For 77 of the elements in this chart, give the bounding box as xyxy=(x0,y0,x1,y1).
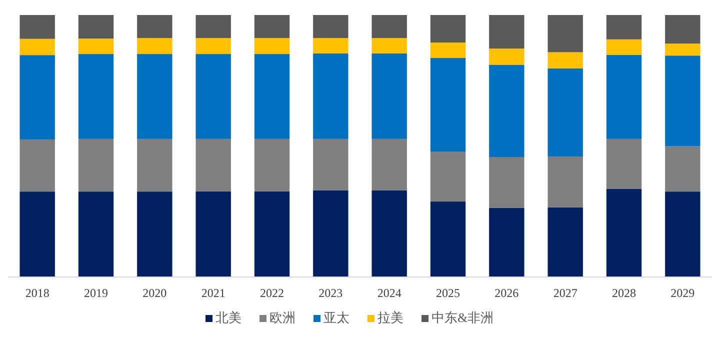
bar xyxy=(313,138,348,190)
bar xyxy=(20,38,55,56)
bar xyxy=(313,15,348,38)
legend-label: 北美 xyxy=(216,310,242,325)
bar xyxy=(548,52,583,68)
bar xyxy=(430,58,466,152)
bar xyxy=(137,38,172,54)
bar xyxy=(20,139,55,192)
legend-label: 中东&非洲 xyxy=(432,310,494,325)
x-tick-label: 2026 xyxy=(494,286,519,300)
bar xyxy=(78,54,114,139)
x-tick-label: 2024 xyxy=(377,286,402,300)
bar xyxy=(430,42,466,58)
bar xyxy=(372,38,407,54)
bar xyxy=(372,15,407,38)
bar xyxy=(548,68,583,156)
bar xyxy=(254,191,290,277)
x-tick-label: 2020 xyxy=(142,286,167,300)
legend-label: 欧洲 xyxy=(270,310,296,325)
bar xyxy=(489,64,524,158)
bar xyxy=(372,190,407,277)
x-tick-label: 2027 xyxy=(553,286,578,300)
x-tick-label: 2021 xyxy=(201,286,226,300)
x-tick-label: 2018 xyxy=(25,286,50,300)
bar xyxy=(489,15,524,49)
bar xyxy=(430,15,466,43)
legend-label: 亚太 xyxy=(324,310,350,325)
bar xyxy=(372,54,407,139)
bar xyxy=(430,202,466,277)
bar xyxy=(137,15,172,38)
bar xyxy=(489,208,524,277)
bar xyxy=(489,48,524,65)
bar xyxy=(78,138,114,192)
bar xyxy=(313,190,348,277)
bar xyxy=(196,54,231,139)
bar xyxy=(606,138,642,189)
bar xyxy=(196,191,231,277)
bar xyxy=(606,54,642,139)
bar xyxy=(78,15,114,39)
bar xyxy=(20,15,55,39)
bar xyxy=(196,38,231,54)
bar xyxy=(20,192,55,277)
bar xyxy=(489,157,524,208)
bar xyxy=(372,138,407,190)
bar xyxy=(665,192,700,277)
bar xyxy=(78,38,114,54)
bar xyxy=(254,54,290,139)
bar xyxy=(196,15,231,38)
bar xyxy=(313,38,348,54)
x-tick-label: 2019 xyxy=(84,286,108,300)
bar xyxy=(313,54,348,139)
bar xyxy=(137,192,172,277)
bar xyxy=(196,138,231,192)
bar xyxy=(548,15,583,52)
bar xyxy=(78,192,114,277)
x-tick-label: 2025 xyxy=(436,286,460,300)
bar xyxy=(20,55,55,140)
bar xyxy=(430,152,466,202)
bar xyxy=(665,56,700,146)
bar xyxy=(137,138,172,192)
bar xyxy=(665,146,700,192)
bar xyxy=(254,138,290,192)
bar xyxy=(606,188,642,277)
x-tick-label: 2023 xyxy=(318,286,343,300)
bar xyxy=(665,44,700,56)
bar xyxy=(254,38,290,54)
bar xyxy=(606,39,642,55)
x-tick-label: 2028 xyxy=(612,286,636,300)
bar xyxy=(254,15,290,38)
bar xyxy=(137,54,172,139)
bar xyxy=(665,15,700,44)
legend-label: 拉美 xyxy=(378,310,404,325)
x-tick-label: 2022 xyxy=(260,286,284,300)
bar xyxy=(606,15,642,40)
bar xyxy=(548,156,583,208)
x-tick-label: 2029 xyxy=(670,286,695,300)
bar xyxy=(548,207,583,277)
